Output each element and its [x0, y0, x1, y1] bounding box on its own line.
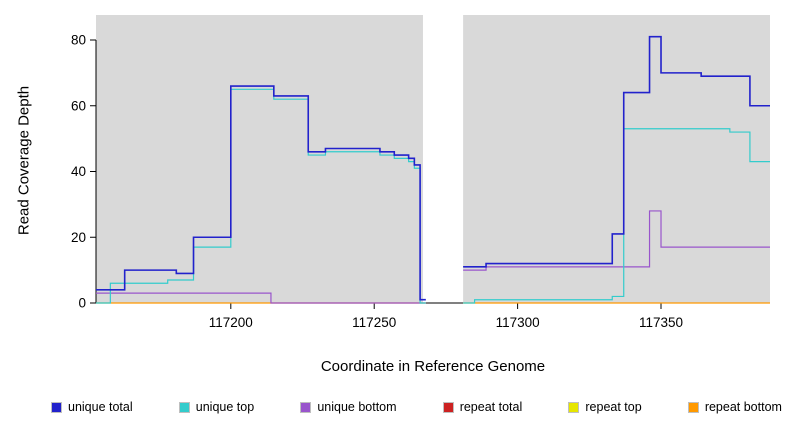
- legend-item-repeat-top: repeat top: [568, 400, 642, 414]
- series-line-unique-total: [96, 85, 426, 301]
- x-tick-label: 117350: [639, 315, 683, 330]
- unique-top-swatch: [178, 401, 190, 413]
- x-axis-label: Coordinate in Reference Genome: [320, 358, 546, 375]
- legend-item-unique-total: unique total: [51, 400, 133, 414]
- legend-item-unique-top: unique top: [178, 400, 255, 414]
- legend-label: unique top: [195, 400, 255, 414]
- series-line-unique-total: [463, 35, 770, 268]
- x-tick-label: 117300: [496, 315, 540, 330]
- legend-item-unique-bottom: unique bottom: [300, 400, 397, 414]
- legend-label: repeat bottom: [704, 400, 782, 414]
- y-tick-label: 80: [71, 33, 86, 48]
- legend-label: repeat total: [459, 400, 523, 414]
- legend-item-repeat-bottom: repeat bottom: [687, 400, 782, 414]
- y-tick-label: 20: [71, 230, 86, 245]
- x-tick-label: 117200: [209, 315, 253, 330]
- repeat-top-swatch: [568, 401, 580, 413]
- y-tick-label: 0: [78, 296, 86, 311]
- gap-region: [422, 13, 464, 303]
- repeat-total-swatch: [442, 401, 454, 413]
- x-tick-label: 117250: [352, 315, 396, 330]
- unique-bottom-swatch: [300, 401, 312, 413]
- y-tick-label: 60: [71, 98, 86, 113]
- legend-label: unique bottom: [317, 400, 397, 414]
- repeat-bottom-swatch: [687, 401, 699, 413]
- series-line-unique-top: [96, 88, 426, 304]
- unique-total-swatch: [51, 401, 62, 413]
- legend-label: unique total: [68, 400, 133, 414]
- series-line-unique-bottom: [463, 210, 770, 271]
- y-axis-label: Read Coverage Depth: [15, 85, 33, 236]
- legend-label: repeat top: [585, 400, 642, 414]
- legend-item-repeat-total: repeat total: [442, 400, 523, 414]
- y-tick-label: 40: [71, 164, 86, 179]
- chart-legend: unique total unique top unique bottom repea…: [51, 400, 782, 414]
- series-line-unique-bottom: [96, 292, 426, 304]
